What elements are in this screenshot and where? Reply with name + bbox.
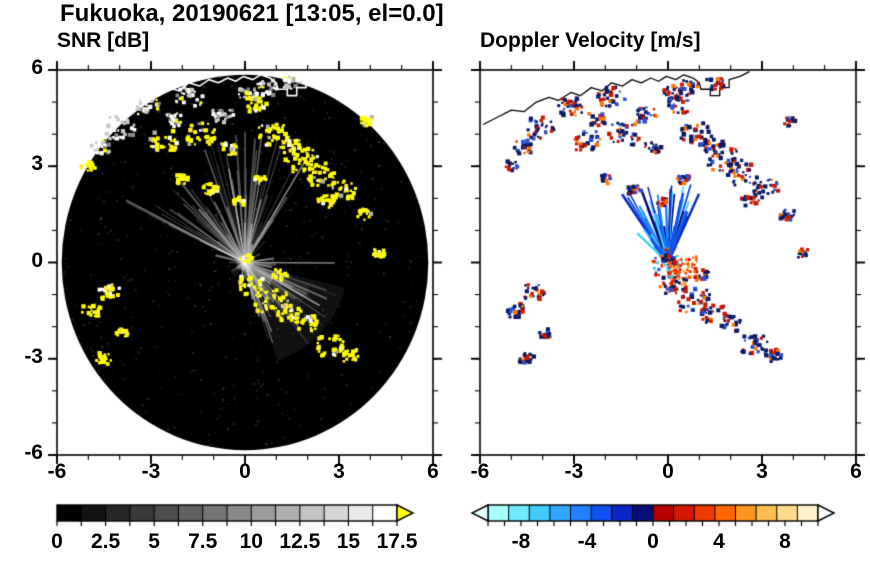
colorbar-tick-label: 17.5 (376, 530, 418, 553)
x-tick-label: 3 (756, 460, 768, 483)
colorbar-tick-label: 0 (647, 530, 659, 553)
colorbar-tick-label: -4 (577, 530, 597, 553)
x-tick-label: -6 (470, 460, 490, 483)
colorbar-tick-label: 15 (336, 530, 361, 553)
x-tick-label: 6 (850, 460, 862, 483)
colorbar-tick-label: 0 (51, 530, 63, 553)
y-tick-label: 3 (31, 152, 43, 176)
colorbar-tick-label: 2.5 (90, 530, 121, 553)
panel-title-snr: SNR [dB] (57, 29, 150, 52)
figure-title: Fukuoka, 20190621 [13:05, el=0.0] (60, 0, 444, 27)
colorbar-tick-label: 8 (779, 530, 791, 553)
x-tick-label: -3 (141, 460, 161, 483)
colorbar-tick-label: -8 (511, 530, 531, 553)
x-tick-label: 6 (427, 460, 439, 483)
x-tick-label: 0 (662, 460, 674, 483)
y-tick-label: -3 (24, 344, 43, 368)
panel-title-doppler: Doppler Velocity [m/s] (480, 29, 701, 52)
colorbar-tick-label: 12.5 (279, 530, 321, 553)
x-tick-label: -3 (564, 460, 584, 483)
colorbar-tick-label: 7.5 (188, 530, 218, 553)
colorbar-tick-label: 10 (239, 530, 263, 553)
x-tick-label: -6 (47, 460, 67, 483)
y-tick-label: 6 (31, 56, 43, 79)
colorbar-tick-label: 4 (713, 530, 725, 553)
x-tick-label: 3 (333, 460, 345, 483)
y-tick-label: 0 (31, 248, 43, 272)
x-tick-label: 0 (239, 460, 251, 483)
y-tick-label: -6 (24, 441, 43, 464)
colorbar-tick-label: 5 (148, 530, 160, 553)
